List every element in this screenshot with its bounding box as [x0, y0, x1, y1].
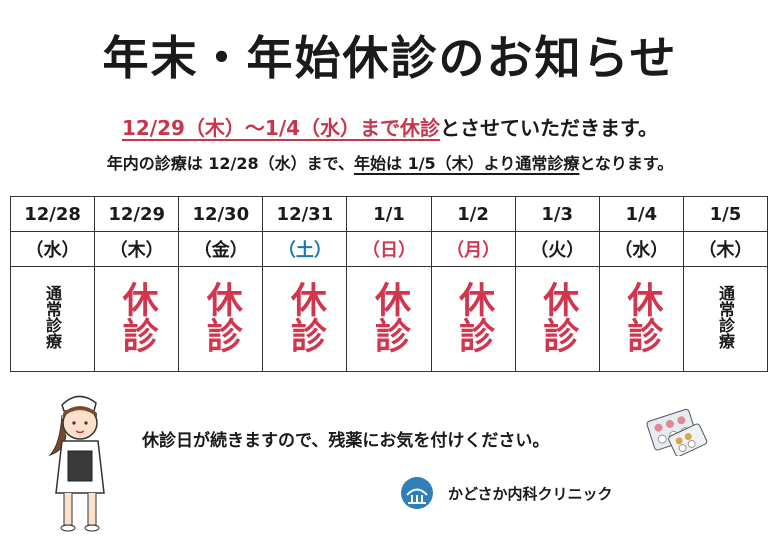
status-closed: 休診: [453, 281, 495, 353]
date-cell: 1/1: [346, 196, 432, 232]
schedule-note-part1: 年内の診療は 12/28（水）まで、: [106, 154, 354, 173]
status-closed: 休診: [284, 281, 326, 353]
clinic-logo-icon: [401, 477, 433, 509]
status-open: 通常診療: [715, 285, 735, 349]
closure-period-suffix: とさせていただきます。: [440, 116, 659, 140]
closure-period: 12/29（木）〜1/4（水）まで休診: [121, 116, 441, 140]
status-open: 通常診療: [43, 285, 63, 349]
status-cell: 休診: [262, 266, 348, 372]
date-cell: 12/29: [94, 196, 180, 232]
date-cell: 12/31: [262, 196, 348, 232]
status-cell: 通常診療: [9, 266, 96, 372]
weekday-cell: （火）: [514, 231, 600, 267]
date-cell: 1/4: [598, 196, 684, 232]
status-cell: 休診: [598, 266, 684, 372]
status-cell: 休診: [94, 266, 180, 372]
weekday-cell-saturday: （土）: [262, 231, 348, 267]
schedule-note-part3: となります。: [579, 154, 674, 173]
weekday-cell: （水）: [9, 231, 96, 267]
schedule-note-highlight: 年始は 1/5（木）より通常診療: [354, 154, 580, 173]
weekday-cell: （金）: [178, 231, 264, 267]
status-cell: 休診: [346, 266, 432, 372]
schedule-note-line: 年内の診療は 12/28（水）まで、年始は 1/5（木）より通常診療となります。: [0, 150, 780, 174]
status-closed: 休診: [368, 281, 410, 353]
pill-pack-illustration: [646, 408, 708, 456]
date-cell: 1/2: [430, 196, 516, 232]
weekday-cell: （水）: [598, 231, 684, 267]
status-cell: 休診: [178, 266, 264, 372]
status-row: 通常診療 休診 休診 休診 休診 休診 休診 休診 通常診療: [9, 266, 769, 372]
date-row: 12/28 12/29 12/30 12/31 1/1 1/2 1/3 1/4 …: [9, 196, 769, 232]
date-cell: 12/28: [9, 196, 96, 232]
status-cell: 通常診療: [682, 266, 769, 372]
nurse-illustration: [48, 395, 105, 532]
date-cell: 1/3: [514, 196, 600, 232]
leftover-medicine-notice: 休診日が続きますので、残薬にお気を付けください。: [142, 431, 550, 451]
closure-period-line: 12/29（木）〜1/4（水）まで休診とさせていただきます。: [0, 112, 780, 141]
status-closed: 休診: [200, 281, 242, 353]
status-closed: 休診: [116, 281, 158, 353]
date-cell: 12/30: [178, 196, 264, 232]
page-title: 年末・年始休診のお知らせ: [102, 31, 678, 85]
weekday-cell-holiday: （月）: [430, 231, 516, 267]
status-cell: 休診: [430, 266, 516, 372]
date-cell: 1/5: [682, 196, 769, 232]
status-cell: 休診: [514, 266, 600, 372]
status-closed: 休診: [537, 281, 579, 353]
status-closed: 休診: [621, 281, 663, 353]
clinic-name: かどさか内科クリニック: [448, 485, 613, 503]
weekday-cell: （木）: [94, 231, 180, 267]
weekday-row: （水） （木） （金） （土） （日） （月） （火） （水） （木）: [9, 231, 769, 267]
weekday-cell: （木）: [682, 231, 769, 267]
schedule-table: 12/28 12/29 12/30 12/31 1/1 1/2 1/3 1/4 …: [9, 196, 769, 372]
weekday-cell-holiday: （日）: [346, 231, 432, 267]
